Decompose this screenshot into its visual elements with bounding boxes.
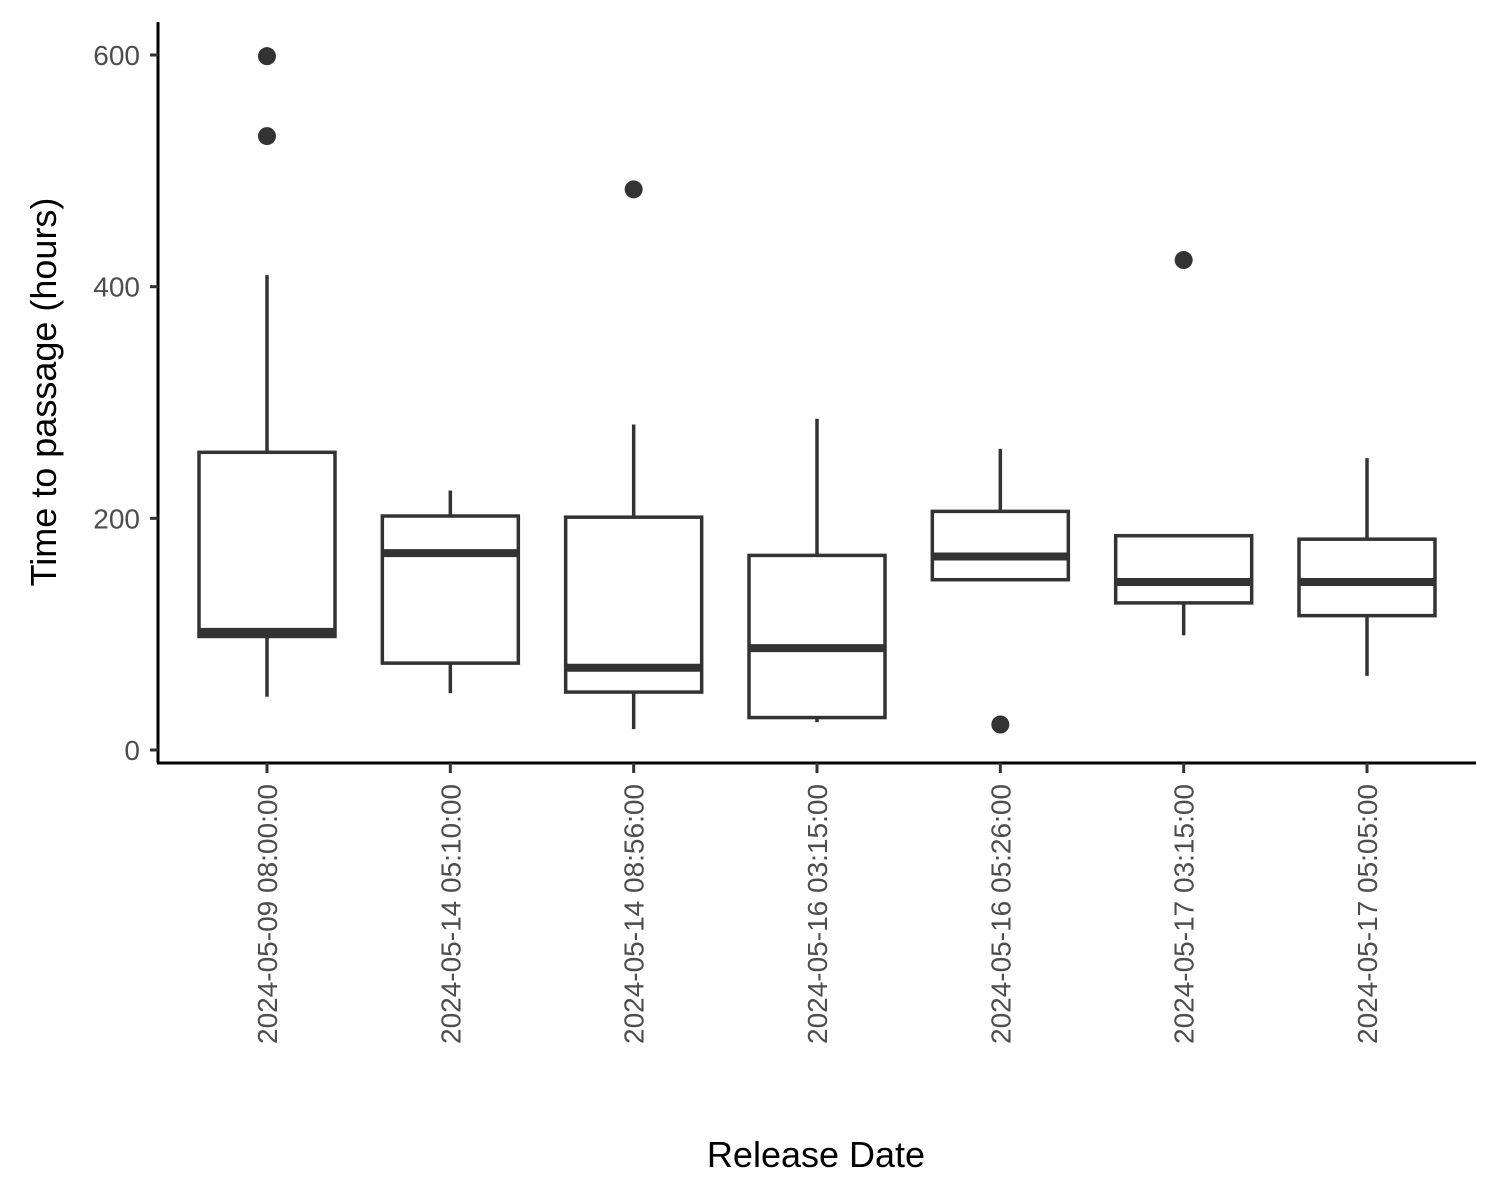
box-group xyxy=(1113,251,1254,636)
box-group xyxy=(1297,458,1437,676)
x-tick-label: 2024-05-09 08:00:00 xyxy=(252,784,283,1044)
box xyxy=(747,553,887,720)
x-tick-label: 2024-05-14 05:10:00 xyxy=(435,784,466,1044)
x-tick-label: 2024-05-17 03:15:00 xyxy=(1169,784,1200,1044)
x-tick-label: 2024-05-17 05:05:00 xyxy=(1352,784,1383,1044)
box-group xyxy=(563,180,704,730)
box-group xyxy=(380,490,521,694)
y-tick-label: 400 xyxy=(93,272,140,303)
y-axis-ticks: 0 200 400 600 xyxy=(93,40,158,766)
x-tick-label: 2024-05-16 05:26:00 xyxy=(985,784,1016,1044)
box-group xyxy=(197,47,337,697)
box xyxy=(197,450,337,639)
box-group xyxy=(930,448,1071,734)
box xyxy=(380,514,521,665)
x-axis-ticks: 2024-05-09 08:00:00 2024-05-14 05:10:00 20… xyxy=(252,763,1383,1044)
outlier-point xyxy=(991,715,1010,734)
box xyxy=(1297,537,1437,618)
x-tick-label: 2024-05-14 08:56:00 xyxy=(619,784,650,1044)
box xyxy=(1113,533,1254,605)
y-tick-label: 0 xyxy=(124,735,140,766)
outlier-point xyxy=(258,47,276,66)
outlier-point xyxy=(258,127,276,146)
outlier-point xyxy=(1174,251,1193,270)
x-tick-label: 2024-05-16 03:15:00 xyxy=(802,784,833,1044)
outlier-point xyxy=(624,180,643,199)
y-axis-title: Time to passage (hours) xyxy=(23,198,64,587)
plot-area xyxy=(197,47,1437,734)
y-tick-label: 600 xyxy=(93,40,140,71)
box-group xyxy=(747,418,887,723)
box xyxy=(563,515,704,694)
x-axis-title: Release Date xyxy=(707,1134,925,1175)
y-tick-label: 200 xyxy=(93,503,140,534)
box xyxy=(930,509,1071,582)
